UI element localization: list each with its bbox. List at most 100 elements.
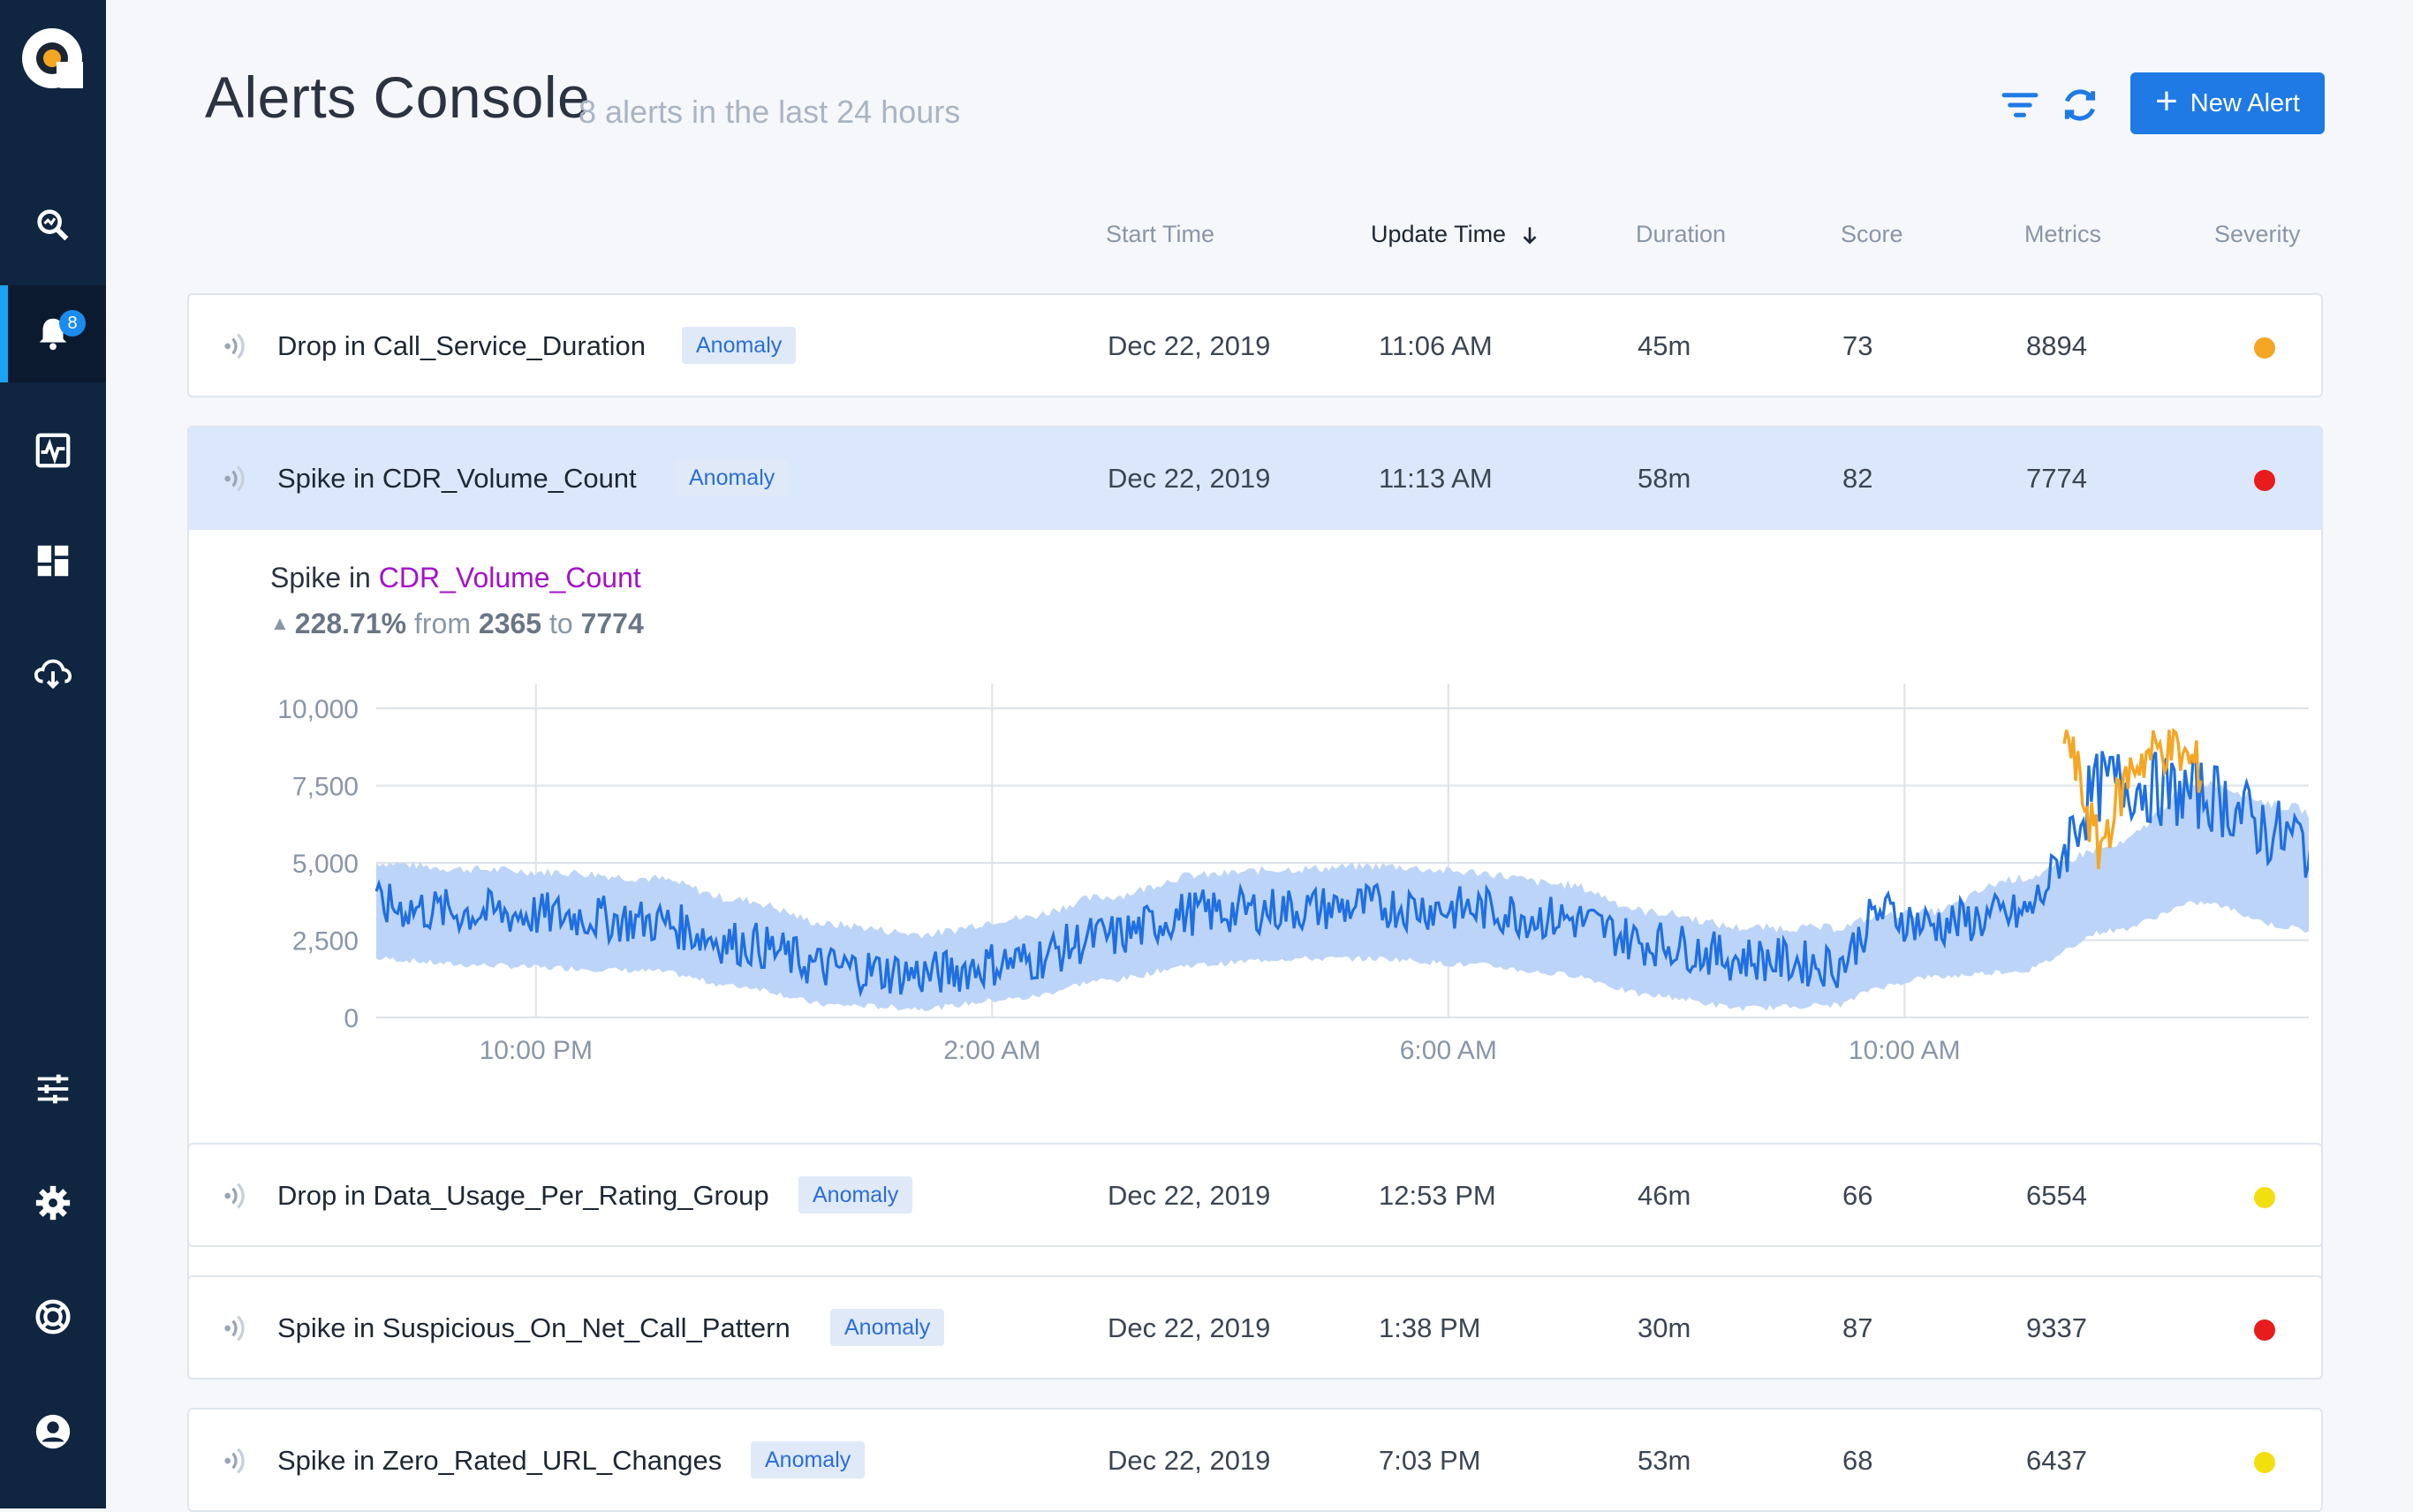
alert-row[interactable]: Spike in Suspicious_On_Net_Call_Pattern … xyxy=(187,1275,2323,1380)
column-start-time[interactable]: Start Time xyxy=(1106,221,1215,247)
alert-name: Spike in Zero_Rated_URL_Changes xyxy=(277,1445,722,1476)
expected-range-band xyxy=(376,779,2309,1011)
sliders-icon xyxy=(37,1074,69,1104)
detail-change: ▲ 228.71% from 2365 to 7774 xyxy=(270,608,644,640)
start-time: Dec 22, 2019 xyxy=(1108,330,1271,361)
y-tick-label: 5,000 xyxy=(292,850,359,879)
filter-icon[interactable] xyxy=(1996,81,2044,129)
alert-signal-icon xyxy=(224,1448,245,1474)
metrics-count: 7774 xyxy=(2026,463,2087,494)
column-severity[interactable]: Severity xyxy=(2214,221,2301,247)
update-time: 11:06 AM xyxy=(1379,330,1493,361)
page-title: Alerts Console xyxy=(205,64,591,130)
score: 82 xyxy=(1842,463,1873,494)
anomaly-tag: Anomaly xyxy=(675,459,790,496)
metrics-count: 8894 xyxy=(2026,330,2087,361)
alert-signal-icon xyxy=(224,1315,245,1342)
column-update-time-label: Update Time xyxy=(1371,221,1507,247)
update-time: 11:13 AM xyxy=(1379,463,1493,494)
metrics-count: 6437 xyxy=(2026,1445,2087,1476)
lifebuoy-icon xyxy=(35,1299,71,1334)
alert-name: Drop in Data_Usage_Per_Rating_Group xyxy=(277,1180,769,1211)
from-value: 2365 xyxy=(478,608,542,639)
nav-metrics[interactable] xyxy=(0,402,106,499)
alert-signal-icon xyxy=(224,1183,245,1209)
dashboard-icon xyxy=(37,545,69,577)
metrics-count: 6554 xyxy=(2026,1180,2087,1211)
user-icon xyxy=(35,1414,71,1449)
alerts-count-badge: 8 xyxy=(59,310,86,336)
duration: 53m xyxy=(1638,1445,1691,1476)
update-time: 1:38 PM xyxy=(1379,1312,1481,1343)
alert-name: Spike in CDR_Volume_Count xyxy=(277,463,637,494)
column-update-time[interactable]: Update Time xyxy=(1371,221,1541,248)
duration: 30m xyxy=(1638,1312,1691,1343)
alert-row[interactable]: Drop in Call_Service_Duration Anomaly De… xyxy=(187,293,2323,397)
start-time: Dec 22, 2019 xyxy=(1108,1445,1271,1476)
anomaly-tag: Anomaly xyxy=(751,1441,866,1478)
alert-row[interactable]: Spike in Zero_Rated_URL_Changes Anomaly … xyxy=(187,1408,2323,1512)
sidebar: 8 xyxy=(0,0,106,1508)
nav-settings[interactable] xyxy=(0,1154,106,1251)
activity-chart-icon xyxy=(35,433,71,468)
duration: 46m xyxy=(1638,1180,1691,1211)
severity-dot xyxy=(2254,1319,2275,1341)
app-logo[interactable] xyxy=(0,0,106,106)
sort-desc-icon xyxy=(1523,227,1537,245)
score: 73 xyxy=(1842,330,1873,361)
start-time: Dec 22, 2019 xyxy=(1108,1180,1271,1211)
alert-signal-icon xyxy=(224,465,245,492)
column-metrics[interactable]: Metrics xyxy=(2024,221,2101,247)
y-tick-label: 10,000 xyxy=(277,695,359,724)
update-time: 12:53 PM xyxy=(1379,1180,1496,1211)
new-alert-button[interactable]: + New Alert xyxy=(2130,72,2325,134)
start-time: Dec 22, 2019 xyxy=(1108,1312,1271,1343)
from-label: from xyxy=(414,608,471,639)
to-value: 7774 xyxy=(580,608,644,639)
alert-name: Drop in Call_Service_Duration xyxy=(277,330,646,361)
anomaly-series-line xyxy=(2062,727,2203,870)
y-tick-label: 2,500 xyxy=(292,927,359,956)
detail-metric-link[interactable]: CDR_Volume_Count xyxy=(378,562,641,593)
score: 87 xyxy=(1842,1312,1873,1343)
duration: 58m xyxy=(1638,463,1691,494)
metric-chart: 10,000 7,500 5,000 2,500 0 10:00 PM 2:00 AM 6:0… xyxy=(277,684,2309,1065)
score: 66 xyxy=(1842,1180,1873,1211)
x-tick-label: 6:00 AM xyxy=(1400,1036,1497,1065)
severity-dot xyxy=(2254,470,2275,491)
alerts-summary: 8 alerts in the last 24 hours xyxy=(579,94,961,130)
metrics-count: 9337 xyxy=(2026,1312,2087,1343)
y-tick-label: 0 xyxy=(344,1004,359,1033)
nav-dashboards[interactable] xyxy=(0,512,106,609)
nav-alerts[interactable]: 8 xyxy=(0,285,106,382)
anomaly-tag: Anomaly xyxy=(682,327,797,364)
nav-settings-sliders[interactable] xyxy=(0,1040,106,1138)
x-tick-label: 10:00 PM xyxy=(480,1036,593,1065)
search-analytics-icon xyxy=(37,209,69,241)
score: 68 xyxy=(1842,1445,1873,1476)
duration: 45m xyxy=(1638,330,1691,361)
alert-row[interactable]: Drop in Data_Usage_Per_Rating_Group Anom… xyxy=(187,1143,2323,1247)
new-alert-label: New Alert xyxy=(2190,88,2300,117)
nav-help[interactable] xyxy=(0,1268,106,1365)
severity-dot xyxy=(2254,1187,2275,1208)
anomaly-tag: Anomaly xyxy=(798,1176,913,1213)
alert-signal-icon xyxy=(224,333,245,359)
detail-prefix: Spike in xyxy=(270,562,371,593)
y-tick-label: 7,500 xyxy=(292,773,359,802)
to-label: to xyxy=(548,608,573,639)
plus-icon: + xyxy=(2155,79,2178,123)
trend-up-icon: ▲ xyxy=(270,612,290,634)
change-percent: 228.71% xyxy=(294,608,407,639)
column-duration[interactable]: Duration xyxy=(1636,221,1727,247)
nav-profile[interactable] xyxy=(0,1383,106,1480)
x-tick-label: 2:00 AM xyxy=(943,1036,1040,1065)
cloud-download-icon xyxy=(34,659,72,690)
update-time: 7:03 PM xyxy=(1379,1445,1481,1476)
severity-dot xyxy=(2254,1452,2275,1473)
nav-search-analytics[interactable] xyxy=(0,177,106,274)
nav-data-sources[interactable] xyxy=(0,624,106,722)
refresh-icon[interactable] xyxy=(2056,81,2104,129)
x-tick-label: 10:00 AM xyxy=(1849,1036,1961,1065)
column-score[interactable]: Score xyxy=(1841,221,1903,247)
